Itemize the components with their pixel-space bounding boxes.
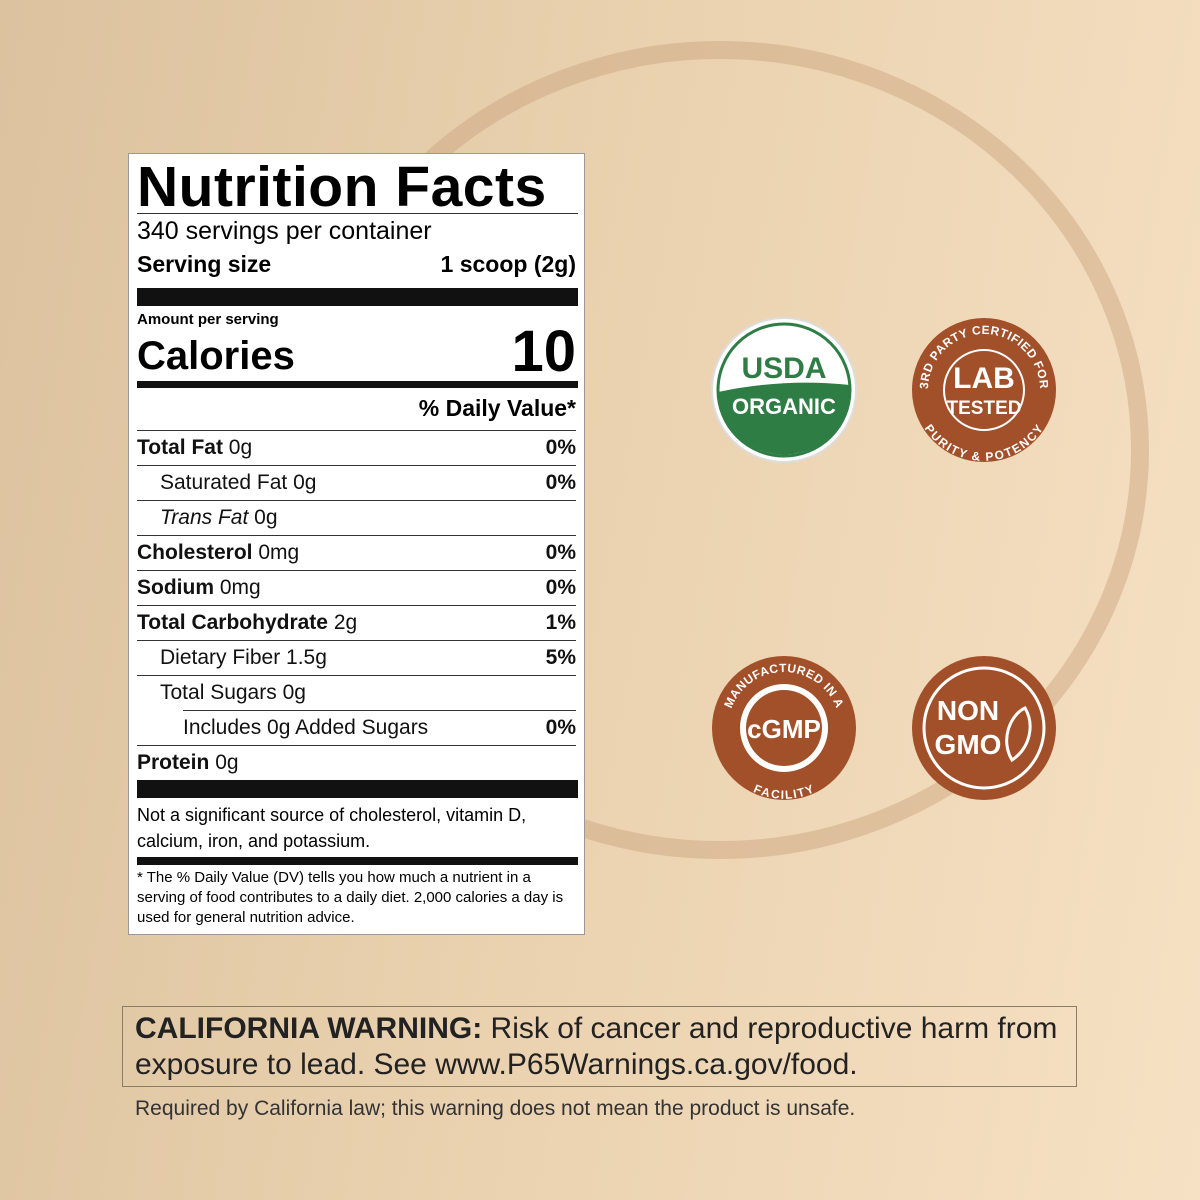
servings: 340 servings per container: [137, 217, 432, 245]
nutrition-label: Nutrition Facts 340 servings per contain…: [128, 153, 585, 935]
nutrient-name: Sodium: [137, 576, 214, 599]
nutrient-dv: 0%: [545, 576, 576, 599]
warning-heading: CALIFORNIA WARNING:: [135, 1012, 483, 1045]
nutrient-amount: 2g: [333, 611, 358, 634]
amount-per-serving: Amount per serving: [137, 311, 279, 328]
nutrient-row: Sodium 0mg 0%: [137, 570, 576, 605]
nutrient-line: Cholesterol 0mg: [137, 536, 299, 570]
usda-top: USDA: [741, 352, 826, 385]
lab-center-top: LAB: [953, 362, 1015, 395]
lab-badge: 3RD PARTY CERTIFIED FOR PURITY & POTENCY…: [912, 318, 1056, 464]
nutrient-row: Total Carbohydrate 2g 1%: [137, 605, 576, 640]
lab-center-bottom: TESTED: [947, 398, 1022, 419]
nutrient-amount: 0g: [254, 506, 278, 529]
nutrient-name: Total Sugars: [160, 681, 277, 704]
serving-size-value: 1 scoop (2g): [440, 251, 576, 277]
nutrient-name: Saturated Fat: [160, 471, 288, 494]
serving-size-label: Serving size: [137, 251, 272, 277]
nutrient-row: Includes 0g Added Sugars 0%: [183, 710, 576, 745]
nutrient-dv: 5%: [545, 646, 576, 669]
nutrient-amount: 0mg: [219, 576, 261, 599]
nutrient-dv: 0%: [545, 436, 576, 459]
nutrient-dv: 0%: [545, 541, 576, 564]
nongmo-bottom: GMO: [935, 729, 1002, 760]
nutrient-dv: 0%: [545, 716, 576, 739]
warning-text: Risk of cancer and reproductive harm fro…: [135, 1012, 1058, 1081]
usda-badge: USDA ORGANIC: [711, 317, 857, 463]
nutrient-line: Sodium 0mg: [137, 571, 261, 605]
nutrient-amount: 0mg: [258, 541, 300, 564]
warning-disclaimer: Required by California law; this warning…: [135, 1097, 856, 1120]
nutrient-name: Total Fat: [137, 436, 223, 459]
title: Nutrition Facts: [137, 155, 547, 219]
note: Not a significant source of cholesterol,…: [137, 805, 527, 851]
nutrient-amount: 0g: [215, 751, 239, 774]
nutrient-amount: 0g: [228, 436, 253, 459]
cgmp-ring-bottom: FACILITY: [752, 782, 817, 802]
nutrient-name: Cholesterol: [137, 541, 253, 564]
nutrient-dv: 1%: [545, 611, 576, 634]
dv-header: % Daily Value*: [418, 395, 576, 421]
calories-label: Calories: [137, 334, 295, 378]
nutrient-amount: 0g: [293, 471, 317, 494]
footnote: * The % Daily Value (DV) tells you how m…: [137, 869, 564, 926]
calories-value: 10: [511, 319, 576, 384]
nutrient-line: Dietary Fiber 1.5g: [160, 641, 327, 675]
nutrient-amount: 0g: [282, 681, 306, 704]
nutrient-row: Total Fat 0g 0%: [137, 430, 576, 465]
nutrient-row: Trans Fat 0g: [137, 500, 576, 535]
nutrient-row: Dietary Fiber 1.5g 5%: [137, 640, 576, 675]
usda-bottom: ORGANIC: [732, 394, 836, 419]
nutrient-dv: 0%: [545, 471, 576, 494]
nutrient-row: Cholesterol 0mg 0%: [137, 535, 576, 570]
nongmo-top: NON: [937, 695, 999, 726]
nutrient-name: Protein: [137, 751, 210, 774]
warning-box: CALIFORNIA WARNING: Risk of cancer and r…: [122, 1006, 1077, 1087]
nutrient-line: Total Fat 0g: [137, 431, 252, 465]
nutrient-name: Trans Fat: [160, 506, 249, 529]
nutrient-row: Protein 0g: [137, 745, 576, 780]
nutrient-row: Saturated Fat 0g 0%: [137, 465, 576, 500]
nutrient-line: Trans Fat 0g: [160, 501, 278, 535]
nutrient-amount: 1.5g: [286, 646, 327, 669]
nutrient-name: Dietary Fiber: [160, 646, 281, 669]
nutrient-name: Includes 0g Added Sugars: [183, 716, 429, 739]
nutrient-name: Total Carbohydrate: [137, 611, 328, 634]
cgmp-center: cGMP: [747, 714, 821, 744]
nutrient-line: Includes 0g Added Sugars: [183, 711, 428, 745]
cgmp-ring-bottom-path: FACILITY: [752, 782, 816, 802]
nutrient-line: Total Carbohydrate 2g: [137, 606, 357, 640]
nutrient-row: Total Sugars 0g: [137, 675, 576, 710]
nutrient-line: Total Sugars 0g: [160, 676, 306, 710]
nongmo-badge: NON GMO: [912, 656, 1056, 800]
nutrient-line: Saturated Fat 0g: [160, 466, 316, 500]
nutrient-line: Protein 0g: [137, 746, 239, 780]
cgmp-badge: MANUFACTURED IN A FACILITY cGMP: [712, 656, 856, 802]
